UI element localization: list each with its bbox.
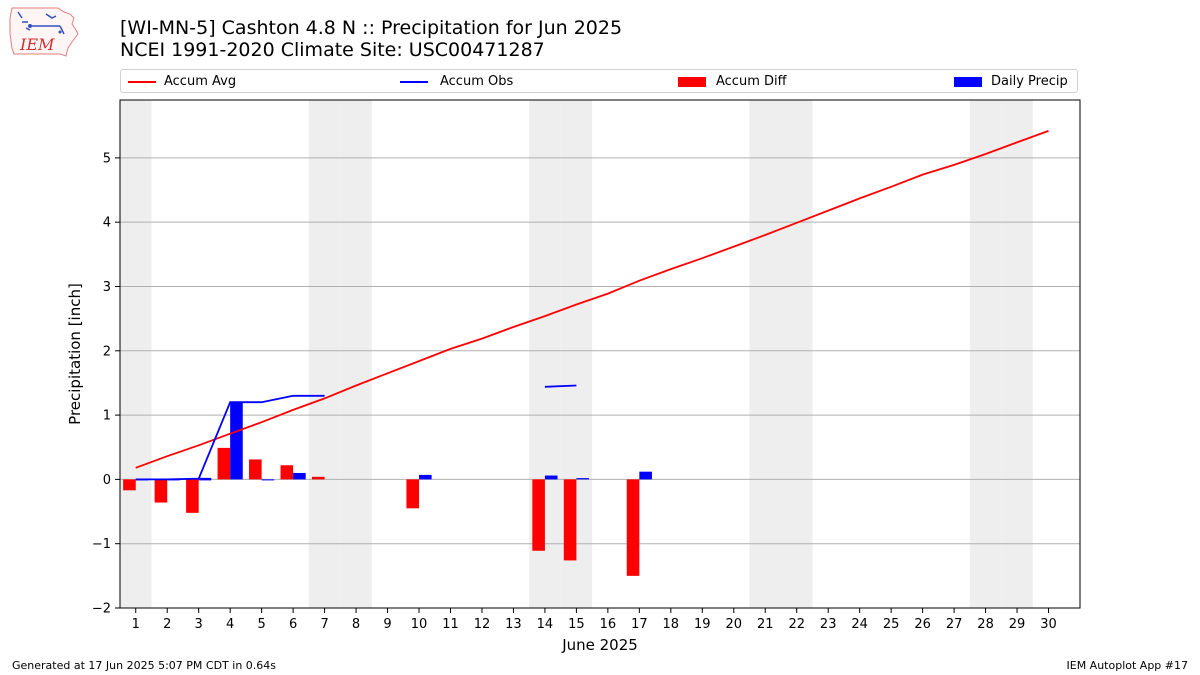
x-tick-label: 29: [1009, 617, 1026, 632]
x-tick-label: 27: [946, 617, 963, 632]
x-tick-label: 7: [320, 617, 328, 632]
weekend-shade: [1001, 100, 1033, 608]
x-tick-label: 3: [195, 617, 203, 632]
x-axis-label: June 2025: [561, 636, 638, 654]
legend-label-accum-diff: Accum Diff: [716, 74, 787, 89]
x-tick-label: 10: [411, 617, 428, 632]
y-tick-label: −2: [92, 602, 111, 617]
legend-swatch-accum-avg: [128, 81, 156, 83]
daily-precip-bar: [198, 479, 212, 481]
accum-diff-bar: [312, 476, 325, 480]
y-tick-label: 5: [103, 151, 111, 166]
x-tick-label: 18: [663, 617, 680, 632]
legend-label-daily-precip: Daily Precip: [991, 74, 1068, 89]
accum-diff-bar: [123, 479, 136, 491]
legend-swatch-daily-precip: [954, 77, 982, 87]
weekend-shade: [780, 100, 813, 608]
weekend-shade: [308, 100, 341, 608]
weekend-shade: [340, 100, 372, 608]
accum-diff-bar: [532, 479, 545, 551]
x-tick-label: 16: [600, 617, 617, 632]
accum-diff-bar: [626, 479, 640, 576]
daily-precip-bar: [576, 478, 589, 480]
iem-logo: IEM: [9, 7, 79, 57]
y-tick-label: −1: [92, 537, 111, 552]
x-tick-label: 1: [132, 617, 140, 632]
x-tick-label: 19: [694, 617, 711, 632]
x-tick-label: 25: [883, 617, 900, 632]
x-tick-label: 9: [383, 617, 391, 632]
weekend-shade: [120, 100, 152, 608]
x-tick-label: 14: [537, 617, 554, 632]
x-tick-label: 13: [505, 617, 522, 632]
legend-swatch-accum-diff: [678, 77, 706, 87]
iowa-outline-shape: [9, 7, 79, 57]
x-tick-label: 6: [289, 617, 297, 632]
accum-obs-line: [135, 394, 325, 481]
x-tick-label: 17: [631, 617, 648, 632]
x-tick-label: 12: [474, 617, 491, 632]
x-tick-label: 5: [257, 617, 265, 632]
accum-diff-bar: [563, 479, 577, 561]
y-tick-label: 3: [103, 280, 111, 295]
accum-diff-bar: [154, 479, 168, 503]
y-tick-label: 4: [103, 216, 111, 231]
logo-text: IEM: [19, 35, 55, 54]
accum-obs-line: [544, 384, 577, 388]
weather-symbols-shape: [17, 11, 65, 35]
x-tick-label: 4: [226, 617, 234, 632]
chart-legend: Accum Avg Accum Obs Accum Diff Daily Pre…: [120, 69, 1078, 93]
accum-diff-bar: [280, 465, 294, 480]
x-tick-label: 30: [1040, 617, 1057, 632]
daily-precip-bar: [293, 472, 306, 480]
y-tick-label: 1: [103, 409, 111, 424]
x-tick-label: 21: [757, 617, 774, 632]
x-tick-label: 22: [788, 617, 805, 632]
y-tick-label: 2: [103, 344, 111, 359]
x-tick-label: 8: [352, 617, 360, 632]
y-tick-label: 0: [103, 473, 111, 488]
plot-frame: [119, 99, 1081, 609]
accum-diff-bar: [186, 479, 199, 513]
x-tick-label: 26: [914, 617, 931, 632]
x-tick-label: 20: [725, 617, 742, 632]
x-tick-label: 23: [820, 617, 837, 632]
daily-precip-bar: [261, 479, 275, 481]
x-tick-label: 28: [977, 617, 994, 632]
daily-precip-bar: [419, 474, 432, 480]
accum-diff-bar: [249, 459, 262, 480]
x-tick-label: 15: [568, 617, 585, 632]
daily-precip-bar: [544, 475, 558, 480]
y-axis-label: Precipitation [inch]: [66, 283, 84, 425]
generated-timestamp: Generated at 17 Jun 2025 5:07 PM CDT in …: [12, 659, 277, 672]
weekend-shade: [749, 100, 781, 608]
accum-diff-bar: [217, 447, 231, 480]
chart-subtitle: NCEI 1991-2020 Climate Site: USC00471287: [120, 39, 545, 61]
weekend-shade: [969, 100, 1002, 608]
daily-precip-bar: [230, 402, 243, 480]
chart-title: [WI-MN-5] Cashton 4.8 N :: Precipitation…: [120, 17, 623, 39]
x-tick-label: 2: [163, 617, 171, 632]
daily-precip-bar: [639, 471, 652, 480]
app-credit: IEM Autoplot App #17: [1066, 659, 1189, 672]
x-tick-label: 11: [442, 617, 459, 632]
legend-label-accum-avg: Accum Avg: [164, 74, 237, 89]
legend-swatch-accum-obs: [400, 81, 428, 83]
accum-avg-line: [135, 130, 1049, 469]
accum-diff-bar: [406, 479, 420, 509]
x-tick-label: 24: [851, 617, 868, 632]
legend-label-accum-obs: Accum Obs: [440, 74, 514, 89]
